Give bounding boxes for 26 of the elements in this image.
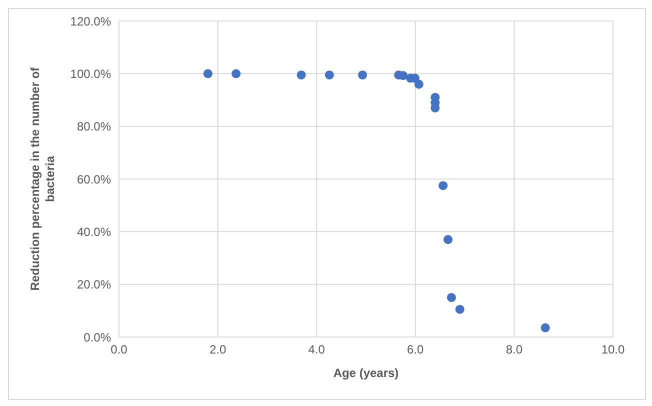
point <box>324 70 334 80</box>
y-axis-title: Reduction percentage in the number of bacteria <box>28 66 57 291</box>
y-tick-label: 120.0% <box>70 14 112 28</box>
point <box>296 70 306 80</box>
x-tick-label: 10.0 <box>601 342 625 357</box>
y-tick-label: 60.0% <box>76 172 112 186</box>
x-tick-label: 8.0 <box>506 342 523 357</box>
point <box>358 70 368 80</box>
point <box>446 292 456 302</box>
y-tick-label: 80.0% <box>76 120 112 134</box>
point <box>540 323 550 332</box>
x-axis-title: Age (years) <box>333 366 399 380</box>
point <box>414 80 424 89</box>
point <box>443 235 453 244</box>
y-tick-label: 100.0% <box>70 66 112 81</box>
y-tick-label: 20.0% <box>76 278 112 292</box>
x-tick-label: 0.0 <box>110 342 128 357</box>
point <box>455 304 464 314</box>
point <box>232 69 241 78</box>
point <box>438 181 448 190</box>
point <box>203 69 212 78</box>
x-tick-label: 6.0 <box>407 342 424 357</box>
x-tick-label: 2.0 <box>209 342 226 357</box>
x-tick-label: 4.0 <box>308 342 326 357</box>
y-tick-label: 0.0% <box>84 330 112 344</box>
y-tick-label: 40.0% <box>76 224 112 239</box>
